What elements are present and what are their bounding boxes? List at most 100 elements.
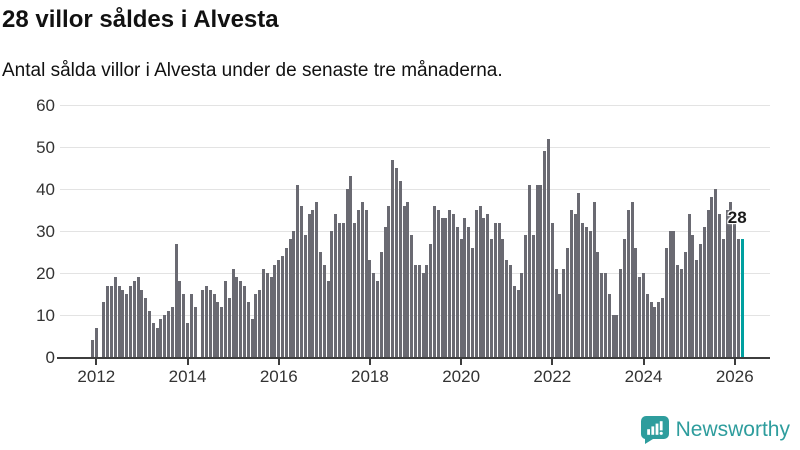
x-axis-tick: [551, 359, 554, 365]
bar: [398, 180, 402, 357]
bar: [592, 201, 596, 357]
bar: [322, 264, 326, 357]
x-axis-label: 2020: [442, 367, 481, 386]
bar: [205, 285, 209, 357]
bar: [148, 310, 152, 357]
bar: [676, 264, 680, 357]
gridline-30: [60, 231, 770, 232]
bar: [554, 268, 558, 357]
bar: [516, 289, 520, 357]
bar: [531, 235, 535, 357]
bar: [452, 214, 456, 357]
bar: [702, 226, 706, 357]
bar: [117, 285, 121, 357]
x-axis-label: 2024: [624, 367, 663, 386]
bar: [520, 273, 524, 357]
bar: [535, 184, 539, 357]
bar: [718, 214, 722, 357]
bar: [550, 222, 554, 357]
bar: [600, 273, 604, 357]
x-axis-tick: [277, 359, 280, 365]
bar: [566, 247, 570, 357]
x-axis-label: 2018: [351, 367, 389, 386]
gridline-60: [60, 105, 770, 106]
bar: [303, 235, 307, 357]
x-axis-label: 2016: [259, 367, 298, 386]
bar: [292, 231, 296, 357]
bar: [125, 294, 129, 357]
bar: [357, 210, 361, 357]
bar: [300, 205, 304, 357]
bar: [414, 264, 418, 357]
bar: [657, 302, 661, 357]
bar: [474, 210, 478, 357]
bar: [710, 197, 714, 357]
bar: [661, 298, 665, 357]
bar: [471, 247, 475, 357]
bar: [167, 310, 171, 357]
bar: [208, 289, 212, 357]
bar: [630, 201, 634, 357]
bar: [170, 306, 174, 357]
bar: [129, 285, 133, 357]
bar: [539, 184, 543, 357]
bar: [349, 176, 353, 357]
bar: [376, 281, 380, 357]
bar: [486, 214, 490, 357]
bar: [174, 243, 178, 357]
bar: [216, 302, 220, 357]
bar: [163, 315, 167, 357]
chart-subtitle: Antal sålda villor i Alvesta under de se…: [2, 60, 503, 81]
x-axis-label: 2026: [715, 367, 754, 386]
bar: [345, 189, 349, 357]
bar: [159, 319, 163, 357]
bar: [246, 302, 250, 357]
y-axis-label: 20: [36, 264, 55, 283]
bar: [695, 260, 699, 357]
y-axis-label: 0: [45, 348, 55, 367]
bar: [611, 315, 615, 357]
bar: [288, 239, 292, 357]
bar: [319, 252, 323, 357]
bar: [501, 239, 505, 357]
y-axis-label: 10: [36, 306, 55, 325]
bar: [425, 264, 429, 357]
bar: [543, 151, 547, 357]
bar: [512, 285, 516, 357]
x-axis-line: [57, 357, 770, 359]
x-axis-label: 2022: [533, 367, 572, 386]
gridline-40: [60, 189, 770, 190]
bar: [250, 319, 254, 357]
bar: [151, 323, 155, 357]
bar: [113, 277, 117, 357]
bar: [132, 281, 136, 357]
bar: [467, 226, 471, 357]
bar: [509, 264, 513, 357]
bar: [269, 277, 273, 357]
bar: [353, 222, 357, 357]
bar: [227, 298, 231, 357]
bar: [558, 294, 562, 357]
bar: [607, 294, 611, 357]
bar: [497, 222, 501, 357]
x-axis-tick: [733, 359, 736, 365]
bar: [364, 210, 368, 357]
bar: [664, 247, 668, 357]
bar: [634, 247, 638, 357]
x-axis-tick: [460, 359, 463, 365]
bar: [368, 260, 372, 357]
bar: [706, 210, 710, 357]
bar: [110, 285, 114, 357]
bar: [448, 210, 452, 357]
bar: [220, 306, 224, 357]
bar: [189, 294, 193, 357]
bar: [144, 298, 148, 357]
y-axis-label: 30: [36, 222, 55, 241]
bar: [212, 294, 216, 357]
bar: [733, 222, 737, 357]
bar: [585, 226, 589, 357]
bar: [721, 239, 725, 357]
bar: [680, 268, 684, 357]
bar: [482, 218, 486, 357]
bar: [402, 205, 406, 357]
